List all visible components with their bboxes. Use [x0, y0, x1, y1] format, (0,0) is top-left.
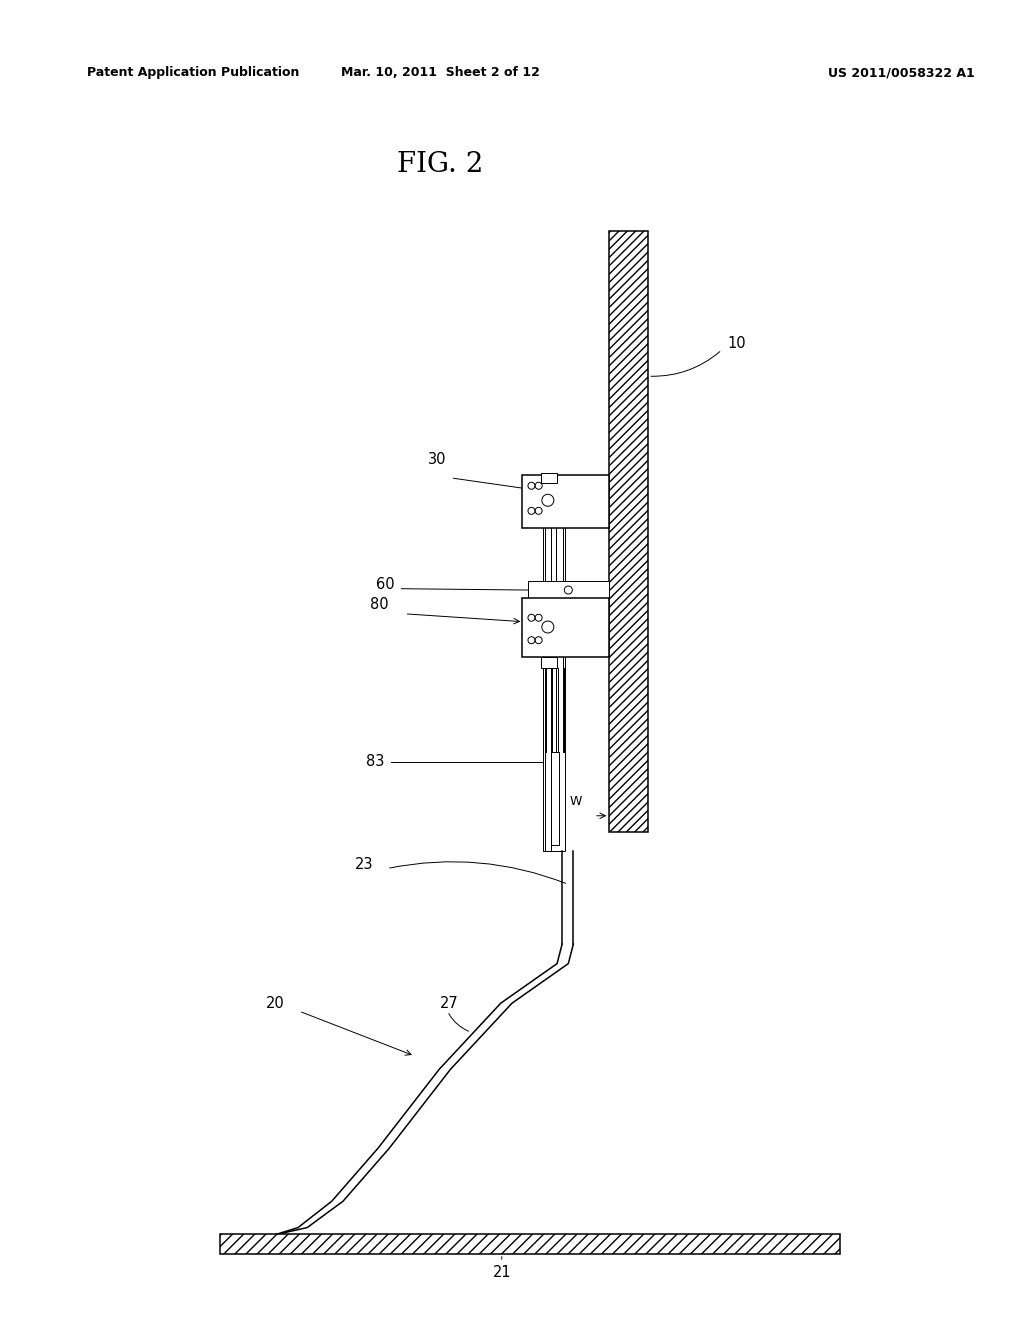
Bar — [541, 657, 557, 668]
Text: 20: 20 — [266, 995, 285, 1011]
Bar — [543, 482, 565, 851]
Text: 10: 10 — [727, 335, 745, 351]
Bar — [522, 475, 609, 528]
Text: 27: 27 — [440, 995, 459, 1011]
Text: 23: 23 — [355, 857, 374, 873]
Text: 80: 80 — [371, 597, 389, 612]
Bar — [528, 581, 609, 598]
Text: W: W — [569, 795, 583, 808]
Text: 60: 60 — [376, 577, 394, 593]
Text: Patent Application Publication: Patent Application Publication — [87, 66, 299, 79]
Bar — [220, 1234, 840, 1254]
Text: 83: 83 — [366, 754, 384, 770]
Text: 21: 21 — [493, 1265, 511, 1279]
Text: FIG. 2: FIG. 2 — [397, 152, 483, 178]
Bar — [609, 231, 648, 832]
Bar — [609, 231, 648, 832]
Text: US 2011/0058322 A1: US 2011/0058322 A1 — [827, 66, 975, 79]
Bar — [220, 1234, 840, 1254]
Bar — [541, 473, 557, 483]
Text: 30: 30 — [428, 451, 446, 467]
Text: Mar. 10, 2011  Sheet 2 of 12: Mar. 10, 2011 Sheet 2 of 12 — [341, 66, 540, 79]
Bar — [522, 598, 609, 657]
